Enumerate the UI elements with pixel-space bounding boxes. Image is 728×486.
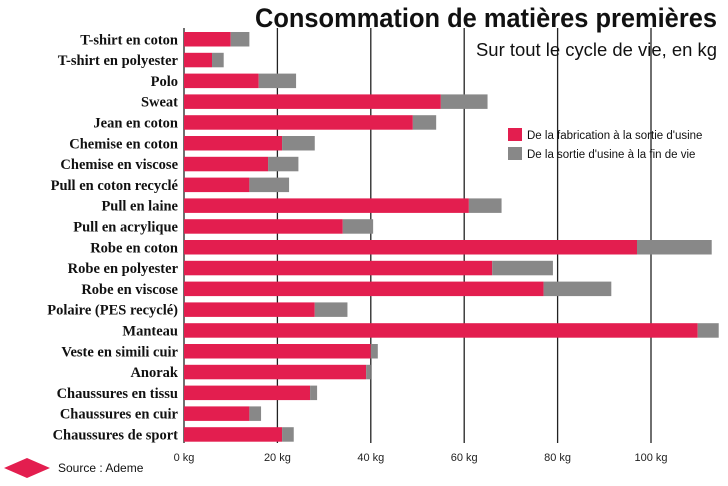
bar-fin-de-vie	[370, 344, 378, 359]
x-axis-ticks: 0 kg 20 kg 40 kg 60 kg 80 kg 100 kg	[174, 452, 668, 464]
bar-fin-de-vie	[468, 198, 502, 213]
x-tick-label: 60 kg	[451, 452, 478, 464]
bars	[184, 32, 719, 442]
category-label: Anorak	[130, 365, 178, 381]
x-tick-label: 0 kg	[174, 452, 195, 464]
bar-fabrication	[184, 260, 493, 276]
category-label: Chaussures en cuir	[60, 407, 179, 423]
bar-fin-de-vie	[314, 302, 348, 317]
bar-fabrication	[184, 427, 283, 442]
legend-label-fabrication: De la fabrication à la sortie d'usine	[527, 130, 702, 142]
bar-fabrication	[184, 136, 283, 151]
source-note: Source : Ademe	[4, 458, 144, 478]
legend-label-fin-de-vie: De la sortie d'usine à la fin de vie	[527, 149, 695, 161]
legend-swatch-fin-de-vie	[508, 147, 522, 160]
bar-fabrication	[184, 94, 441, 109]
x-tick-label: 80 kg	[544, 452, 571, 464]
bar-fin-de-vie	[249, 406, 262, 421]
bar-fabrication	[184, 115, 413, 130]
category-label: T-shirt en coton	[80, 32, 178, 48]
bar-fin-de-vie	[440, 94, 488, 109]
bar-fabrication	[184, 281, 544, 297]
bar-fin-de-vie	[366, 364, 371, 380]
bar-fin-de-vie	[342, 219, 374, 234]
x-tick-label: 20 kg	[264, 452, 291, 464]
bar-fin-de-vie	[282, 136, 315, 151]
category-label: Pull en laine	[101, 199, 178, 215]
bar-fin-de-vie	[310, 385, 318, 401]
chart-title: Consommation de matières premières	[255, 3, 717, 33]
bar-fabrication	[184, 364, 367, 380]
bar-fabrication	[184, 32, 231, 47]
category-label: Chemise en viscose	[60, 157, 178, 173]
category-label: T-shirt en polyester	[58, 53, 179, 69]
bar-fabrication	[184, 323, 698, 338]
bar-fabrication	[184, 302, 315, 317]
category-labels: T-shirt en coton T-shirt en polyester Polo…	[47, 32, 179, 443]
bar-fin-de-vie	[268, 156, 299, 172]
bar-fabrication	[184, 406, 250, 421]
legend: De la fabrication à la sortie d'usine De…	[508, 128, 702, 161]
x-tick-label: 40 kg	[357, 452, 384, 464]
category-label: Jean en coton	[93, 115, 178, 131]
category-label: Sweat	[141, 95, 178, 111]
bar-fin-de-vie	[492, 260, 553, 276]
category-label: Manteau	[122, 323, 178, 339]
bar-fabrication	[184, 52, 213, 68]
bar-fabrication	[184, 219, 343, 234]
category-label: Pull en acrylique	[73, 219, 178, 235]
bar-fin-de-vie	[412, 115, 437, 130]
category-label: Chaussures de sport	[53, 427, 179, 443]
grid-lines	[183, 28, 652, 443]
category-label: Polo	[151, 74, 178, 90]
bar-fin-de-vie	[636, 240, 712, 255]
bar-fin-de-vie	[697, 323, 719, 338]
bar-fin-de-vie	[230, 32, 250, 47]
legend-swatch-fabrication	[508, 128, 522, 141]
bar-fabrication	[184, 177, 250, 193]
x-tick-label: 100 kg	[634, 452, 667, 464]
chart-subtitle: Sur tout le cycle de vie, en kg	[476, 40, 717, 60]
bar-fabrication	[184, 198, 469, 213]
bar-fabrication	[184, 240, 637, 255]
bar-fabrication	[184, 385, 311, 401]
source-label: Source : Ademe	[58, 461, 144, 475]
category-label: Chemise en coton	[69, 136, 178, 152]
bar-fin-de-vie	[282, 427, 294, 442]
category-label: Polaire (PES recyclé)	[47, 303, 178, 319]
category-label: Robe en coton	[90, 240, 178, 256]
bar-fin-de-vie	[249, 177, 290, 193]
category-label: Chaussures en tissu	[57, 386, 178, 402]
bar-fabrication	[184, 344, 371, 359]
bar-fin-de-vie	[258, 73, 297, 89]
bar-fabrication	[184, 73, 259, 89]
category-label: Pull en coton recyclé	[51, 178, 179, 194]
category-label: Robe en viscose	[81, 282, 178, 298]
bar-fin-de-vie	[543, 281, 612, 297]
category-label: Veste en simili cuir	[61, 344, 178, 360]
source-diamond-icon	[4, 458, 50, 478]
category-label: Robe en polyester	[68, 261, 179, 277]
bar-fin-de-vie	[212, 52, 224, 68]
bar-fabrication	[184, 156, 269, 172]
